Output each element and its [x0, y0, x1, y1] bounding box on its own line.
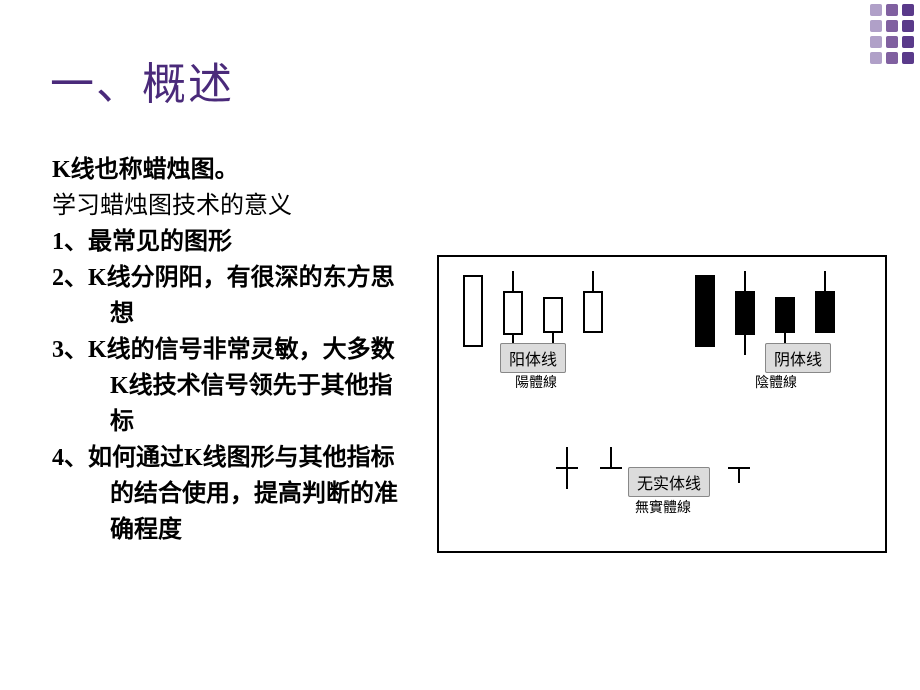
doji-badge: 无实体线 — [628, 467, 710, 497]
yin-traditional-label: 陰體線 — [755, 372, 797, 392]
corner-decoration — [870, 4, 914, 64]
bullet-item-2: 2、K线分阴阳，有很深的东方思想 — [52, 260, 412, 332]
candlestick-diagram: 阳体线 陽體線 阴体线 陰體線 无实体线 無實體線 — [437, 255, 887, 553]
doji-traditional-label: 無實體線 — [635, 497, 691, 517]
slide-title: 一、概述 — [50, 48, 234, 112]
intro-line-2: 学习蜡烛图技术的意义 — [52, 188, 412, 224]
bullet-item-1: 1、最常见的图形 — [52, 224, 412, 260]
yin-badge: 阴体线 — [765, 343, 831, 373]
intro-line-1: K线也称蜡烛图。 — [52, 152, 412, 188]
bullet-item-4: 4、如何通过K线图形与其他指标的结合使用，提高判断的准确程度 — [52, 440, 412, 548]
yang-badge: 阳体线 — [500, 343, 566, 373]
slide-body-text: K线也称蜡烛图。 学习蜡烛图技术的意义 1、最常见的图形 2、K线分阴阳，有很深… — [52, 152, 412, 548]
bullet-item-3: 3、K线的信号非常灵敏，大多数K线技术信号领先于其他指标 — [52, 332, 412, 440]
yang-traditional-label: 陽體線 — [515, 372, 557, 392]
